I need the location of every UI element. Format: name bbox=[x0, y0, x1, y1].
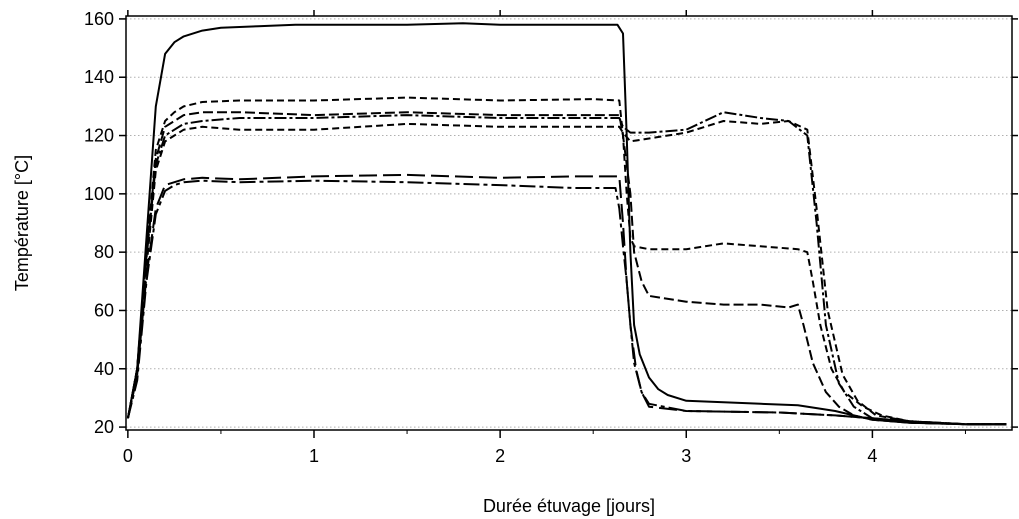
data-series bbox=[128, 23, 1007, 424]
y-tick-label: 100 bbox=[84, 184, 114, 204]
series-line-7 bbox=[128, 181, 1007, 425]
y-tick-label: 140 bbox=[84, 67, 114, 87]
plot-frame bbox=[126, 16, 1012, 430]
series-line-5 bbox=[128, 121, 1007, 424]
x-tick-label: 0 bbox=[123, 446, 133, 466]
series-line-4 bbox=[128, 112, 1007, 424]
x-tick-label: 4 bbox=[867, 446, 877, 466]
y-tick-label: 120 bbox=[84, 126, 114, 146]
y-tick-label: 80 bbox=[94, 242, 114, 262]
y-tick-label: 40 bbox=[94, 359, 114, 379]
x-tick-label: 1 bbox=[309, 446, 319, 466]
y-tick-label: 60 bbox=[94, 300, 114, 320]
series-line-6 bbox=[128, 175, 1007, 424]
x-tick-label: 2 bbox=[495, 446, 505, 466]
series-line-2 bbox=[128, 98, 1007, 425]
y-axis-title: Température [°C] bbox=[12, 155, 32, 291]
grid-lines bbox=[126, 19, 1012, 427]
y-tick-label: 160 bbox=[84, 9, 114, 29]
x-tick-label: 3 bbox=[681, 446, 691, 466]
y-tick-label: 20 bbox=[94, 417, 114, 437]
x-axis-title: Durée étuvage [jours] bbox=[483, 496, 655, 516]
series-line-3 bbox=[128, 112, 1007, 424]
series-line-1 bbox=[128, 23, 1007, 424]
